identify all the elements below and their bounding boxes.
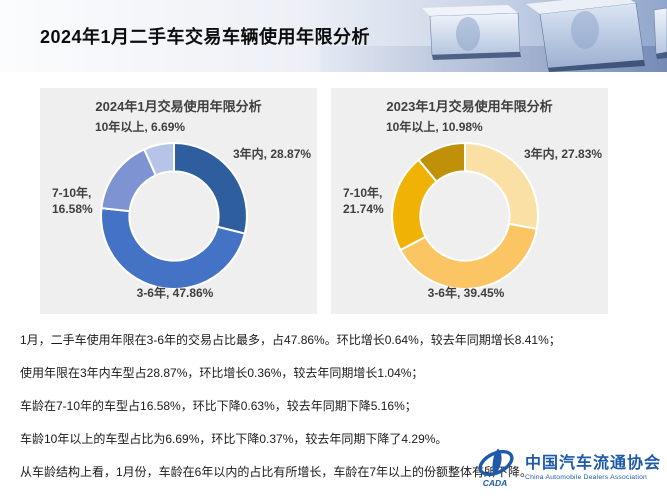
page-header: 2024年1月二手车交易车辆使用年限分析 <box>0 0 667 72</box>
chart-panel-2024: 2024年1月交易使用年限分析 10年以上, 6.69% 3年内, 28.87%… <box>40 88 317 314</box>
org-name-en: China Automobile Dealers Association <box>524 473 648 481</box>
note-line: 从车龄结构上看，1月份，车龄在6年以内的占比有所增长，车龄在7年以上的份额整体有… <box>20 465 533 479</box>
donut-chart-2024 <box>100 142 248 290</box>
label-3-6-years: 3-6年, 39.45% <box>427 286 505 300</box>
label-under-3-years: 3年内, 27.83% <box>524 147 603 161</box>
cada-logo-text: CADA <box>483 478 508 488</box>
chart-title-2024: 2024年1月交易使用年限分析 <box>95 99 262 114</box>
header-cubes-decoration-image <box>0 0 667 72</box>
label-under-3-years: 3年内, 28.87% <box>233 147 312 161</box>
donut-slice-10年以上 <box>417 142 467 183</box>
cada-logo-mark-icon: CADA <box>478 448 514 488</box>
org-name-cn: 中国汽车流通协会 <box>524 454 661 472</box>
note-line: 使用年限在3年内车型占28.87%，环比增长0.36%，较去年同期增长1.04%… <box>20 366 424 380</box>
donut-slice-3-6年 <box>399 222 538 290</box>
note-line: 车龄在7-10年的车型占16.58%，环比下降0.63%，较去年同期下降5.16… <box>20 399 417 413</box>
chart-title-2023: 2023年1月交易使用年限分析 <box>386 99 553 114</box>
page-title: 2024年1月二手车交易车辆使用年限分析 <box>40 27 371 47</box>
cada-logo: CADA 中国汽车流通协会 China Automobile Dealers A… <box>472 448 661 488</box>
analysis-notes: 1月，二手车使用年限在3-6年的交易占比最多，占47.86%。环比增长0.64%… <box>20 330 655 495</box>
label-7-10-years: 7-10年, 16.58% <box>52 186 93 216</box>
label-over-10-years: 10年以上, 6.69% <box>95 120 186 134</box>
label-over-10-years: 10年以上, 10.98% <box>386 120 483 134</box>
label-3-6-years: 3-6年, 47.86% <box>136 286 214 300</box>
label-7-10-years: 7-10年, 21.74% <box>343 186 384 216</box>
donut-slice-3-6年 <box>100 207 246 290</box>
chart-panel-2023: 2023年1月交易使用年限分析 10年以上, 10.98% 3年内, 27.83… <box>331 88 608 314</box>
donut-chart-2023 <box>391 142 539 290</box>
note-line: 1月，二手车使用年限在3-6年的交易占比最多，占47.86%。环比增长0.64%… <box>20 333 561 347</box>
note-line: 车龄10年以上的车型占比为6.69%，环比下降0.37%，较去年同期下降了4.2… <box>20 432 448 446</box>
donut-slice-10年以上 <box>143 142 176 177</box>
